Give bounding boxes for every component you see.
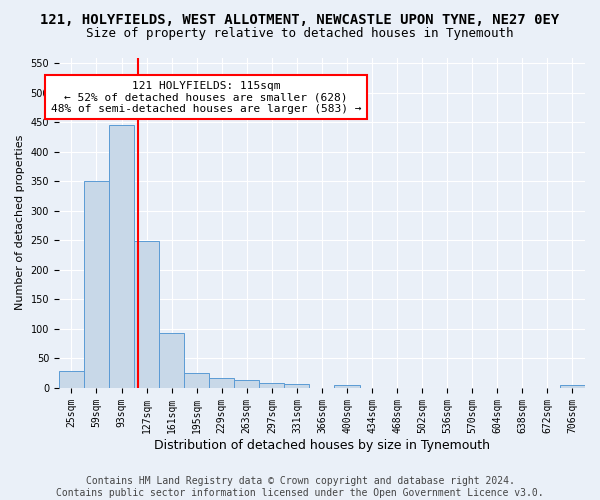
Bar xyxy=(84,182,109,388)
Bar xyxy=(334,384,359,388)
Text: Contains HM Land Registry data © Crown copyright and database right 2024.
Contai: Contains HM Land Registry data © Crown c… xyxy=(56,476,544,498)
Text: Size of property relative to detached houses in Tynemouth: Size of property relative to detached ho… xyxy=(86,28,514,40)
Bar xyxy=(159,333,184,388)
Bar xyxy=(259,383,284,388)
Text: 121, HOLYFIELDS, WEST ALLOTMENT, NEWCASTLE UPON TYNE, NE27 0EY: 121, HOLYFIELDS, WEST ALLOTMENT, NEWCAST… xyxy=(40,12,560,26)
Bar xyxy=(109,126,134,388)
Bar xyxy=(134,242,159,388)
Bar xyxy=(59,371,84,388)
Y-axis label: Number of detached properties: Number of detached properties xyxy=(15,135,25,310)
Bar xyxy=(209,378,234,388)
Bar xyxy=(184,373,209,388)
Bar xyxy=(560,384,585,388)
Bar xyxy=(234,380,259,388)
X-axis label: Distribution of detached houses by size in Tynemouth: Distribution of detached houses by size … xyxy=(154,440,490,452)
Bar xyxy=(284,384,310,388)
Text: 121 HOLYFIELDS: 115sqm
← 52% of detached houses are smaller (628)
48% of semi-de: 121 HOLYFIELDS: 115sqm ← 52% of detached… xyxy=(51,80,361,114)
